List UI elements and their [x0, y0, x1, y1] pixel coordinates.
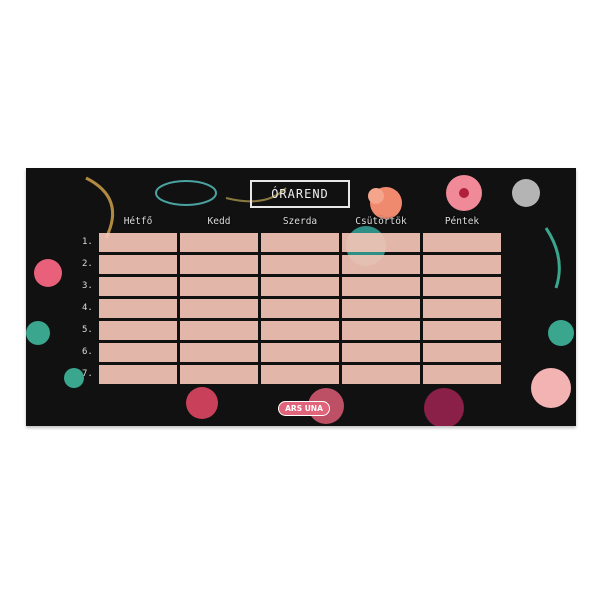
timetable-cell	[342, 299, 420, 318]
timetable-cell	[99, 321, 177, 340]
timetable-cell	[180, 321, 258, 340]
period-number: 2.	[82, 259, 93, 269]
timetable-cell	[342, 277, 420, 296]
timetable-cell	[261, 299, 339, 318]
timetable-cell	[180, 299, 258, 318]
timetable-cell	[261, 255, 339, 274]
timetable-cell	[342, 365, 420, 384]
brand-logo: ARS UNA	[278, 401, 330, 416]
timetable-cell	[180, 277, 258, 296]
timetable-cell	[180, 233, 258, 252]
timetable-cell	[423, 343, 501, 362]
floral-pattern	[26, 175, 574, 426]
timetable-cell	[261, 233, 339, 252]
timetable-cell	[342, 233, 420, 252]
day-header: Péntek	[444, 216, 480, 227]
timetable-cell	[99, 233, 177, 252]
timetable-cell	[342, 343, 420, 362]
timetable-cell	[99, 299, 177, 318]
day-header: Hétfő	[123, 216, 153, 227]
day-header: Szerda	[282, 216, 318, 227]
timetable-cell	[180, 255, 258, 274]
timetable-cell	[423, 277, 501, 296]
timetable-cell	[99, 255, 177, 274]
timetable-cell	[99, 343, 177, 362]
period-number: 1.	[82, 237, 93, 247]
timetable-cell	[180, 365, 258, 384]
timetable-cell	[99, 277, 177, 296]
day-header: Kedd	[207, 216, 231, 227]
timetable-cell	[261, 277, 339, 296]
timetable-card: ÓRAREND Hétfő Kedd Szerda Csütörtök Pént…	[26, 168, 576, 426]
timetable-cell	[423, 233, 501, 252]
timetable-cell	[261, 343, 339, 362]
timetable-cell	[423, 365, 501, 384]
period-number: 6.	[82, 347, 93, 357]
timetable-cell	[423, 255, 501, 274]
timetable-cell	[342, 321, 420, 340]
day-header: Csütörtök	[355, 216, 407, 227]
flower-decoration	[26, 175, 574, 426]
timetable-cell	[99, 365, 177, 384]
timetable-cell	[261, 365, 339, 384]
timetable-cell	[180, 343, 258, 362]
timetable-cell	[342, 255, 420, 274]
timetable-cell	[423, 321, 501, 340]
period-number: 5.	[82, 325, 93, 335]
page-title: ÓRAREND	[250, 180, 350, 208]
period-number: 4.	[82, 303, 93, 313]
period-number: 3.	[82, 281, 93, 291]
timetable-cell	[261, 321, 339, 340]
timetable-cell	[423, 299, 501, 318]
period-number: 7.	[82, 369, 93, 379]
